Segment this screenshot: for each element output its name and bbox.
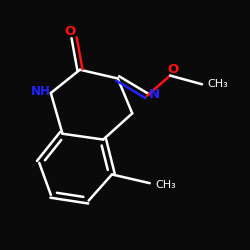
Text: CH₃: CH₃ <box>208 79 229 89</box>
Text: CH₃: CH₃ <box>155 180 176 190</box>
Text: O: O <box>167 63 178 76</box>
Text: N: N <box>148 88 160 101</box>
Text: O: O <box>64 26 75 38</box>
Text: NH: NH <box>31 85 50 98</box>
